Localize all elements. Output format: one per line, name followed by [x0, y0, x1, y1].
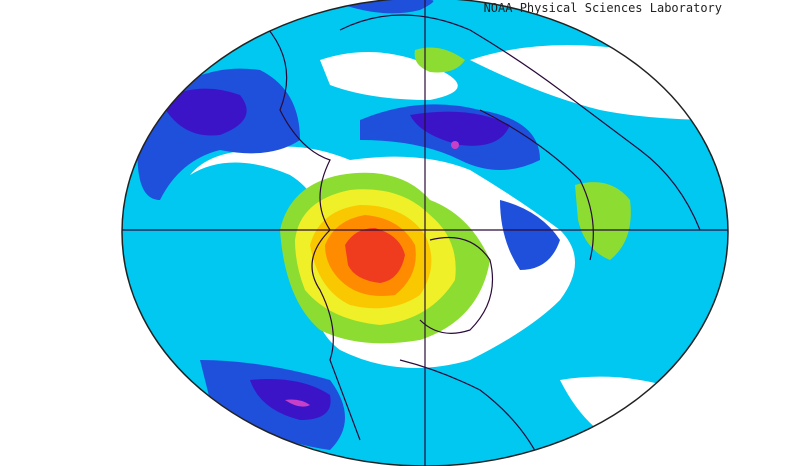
coastlines — [122, 0, 728, 466]
credit: NOAA Physical Sciences Laboratory — [484, 1, 722, 15]
globe-outline — [121, 0, 729, 466]
